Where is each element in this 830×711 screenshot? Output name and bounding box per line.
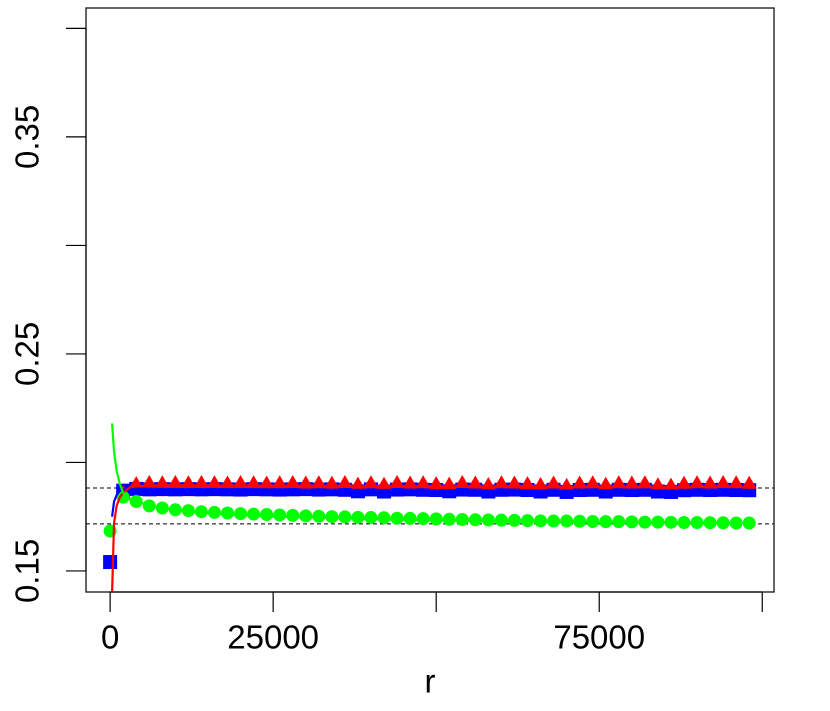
circle-marker (338, 510, 352, 524)
triangle-marker (598, 476, 614, 490)
circle-marker (455, 513, 469, 527)
circle-marker (221, 506, 235, 520)
triangle-marker (624, 475, 640, 489)
x-tick-label: 75000 (553, 619, 645, 656)
triangle-marker (376, 476, 392, 490)
triangle-marker (415, 475, 431, 489)
triangle-marker (546, 475, 562, 489)
triangle-marker (350, 476, 366, 490)
triangle-marker (480, 477, 496, 491)
circle-marker (351, 510, 365, 524)
circle-marker (377, 511, 391, 525)
y-tick-label: 0.15 (9, 539, 46, 603)
triangle-marker (441, 476, 457, 490)
triangle-marker (663, 477, 679, 491)
triangle-marker (533, 477, 549, 491)
x-tick-label: 25000 (227, 619, 319, 656)
triangle-marker (585, 475, 601, 489)
circle-marker (364, 511, 378, 525)
circle-marker (481, 513, 495, 527)
circle-marker (442, 512, 456, 526)
plot-area (86, 423, 774, 592)
circle-marker (260, 508, 274, 522)
triangle-marker (467, 475, 483, 489)
triangle-marker (506, 475, 522, 489)
circle-marker (403, 511, 417, 525)
circle-marker (429, 512, 443, 526)
triangle-marker (559, 477, 575, 491)
triangle-marker (689, 475, 705, 489)
y-tick-label: 0.35 (9, 105, 46, 169)
triangle-marker (650, 477, 666, 491)
triangle-marker (493, 475, 509, 489)
square-marker (103, 555, 118, 570)
triangle-marker (715, 475, 731, 489)
x-tick-label: 0 (101, 619, 119, 656)
circle-marker (116, 490, 130, 504)
circle-marker (234, 507, 248, 521)
circle-marker (390, 511, 404, 525)
circle-marker (325, 510, 339, 524)
triangle-marker (676, 475, 692, 489)
series-line (111, 484, 737, 592)
circle-marker (299, 509, 313, 523)
triangle-marker (728, 475, 744, 489)
circle-marker (247, 507, 261, 521)
circle-marker (416, 512, 430, 526)
series-line (110, 423, 737, 525)
circle-marker (312, 509, 326, 523)
triangle-marker (611, 475, 627, 489)
triangle-marker (454, 475, 470, 489)
circle-marker (742, 516, 756, 530)
circle-marker (286, 508, 300, 522)
x-axis-label: r (425, 663, 436, 700)
triangle-marker (702, 475, 718, 489)
triangle-marker (389, 475, 405, 489)
triangle-marker (572, 475, 588, 489)
triangle-marker (741, 475, 757, 489)
y-tick-label: 0.25 (9, 322, 46, 386)
triangle-marker (637, 475, 653, 489)
circle-marker (468, 513, 482, 527)
circle-marker (207, 505, 221, 519)
circle-marker (273, 508, 287, 522)
